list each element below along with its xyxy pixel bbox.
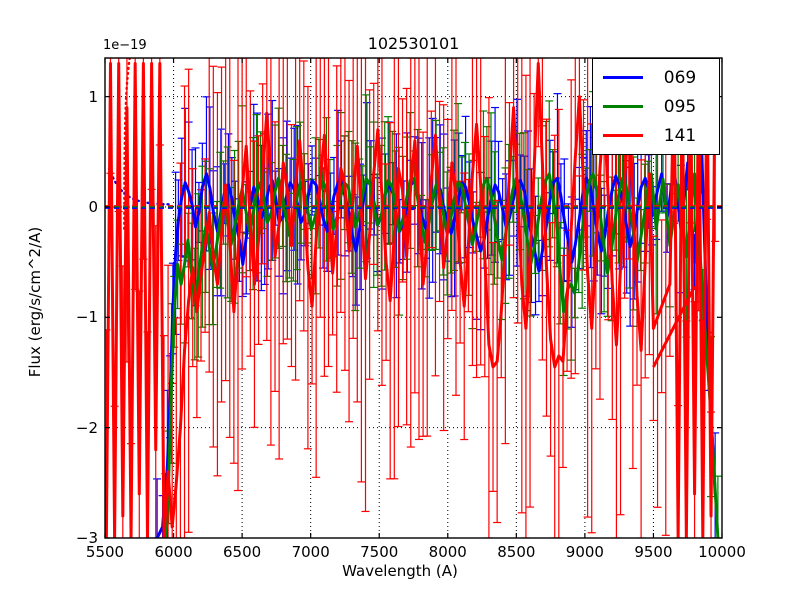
y-tick-label: 0 (88, 197, 98, 216)
x-tick-label: 9500 (634, 543, 673, 561)
legend-label-141: 141 (663, 125, 697, 146)
legend-swatch-095 (603, 105, 643, 108)
x-tick-label: 6000 (154, 543, 193, 561)
y-tick-label: −2 (75, 418, 98, 437)
x-tick-label: 8000 (428, 543, 467, 561)
y-tick-label: −3 (75, 529, 98, 547)
y-axis-label: Flux (erg/s/cm^2/A) (26, 226, 44, 378)
x-axis-label: Wavelength (A) (342, 562, 458, 580)
legend-label-095: 095 (663, 96, 697, 117)
y-axis-offset-label: 1e−19 (103, 38, 147, 53)
legend-swatch-141 (603, 134, 643, 137)
y-tick-label: 1 (88, 87, 98, 106)
legend-entry-141: 141 (593, 121, 719, 150)
x-tick-label: 8500 (497, 543, 536, 561)
x-tick-label: 10000 (698, 543, 746, 561)
legend-box: 069 095 141 (592, 58, 720, 155)
x-tick-label: 6500 (223, 543, 262, 561)
legend-entry-095: 095 (593, 92, 719, 121)
x-tick-label: 7000 (291, 543, 330, 561)
chart-title: 102530101 (367, 34, 460, 53)
legend-label-069: 069 (663, 67, 697, 88)
x-tick-label: 9000 (565, 543, 604, 561)
legend-swatch-069 (603, 76, 643, 79)
x-tick-label: 7500 (360, 543, 399, 561)
legend-entry-069: 069 (593, 63, 719, 92)
y-tick-label: −1 (75, 308, 98, 327)
x-tick-label: 5500 (85, 543, 125, 561)
